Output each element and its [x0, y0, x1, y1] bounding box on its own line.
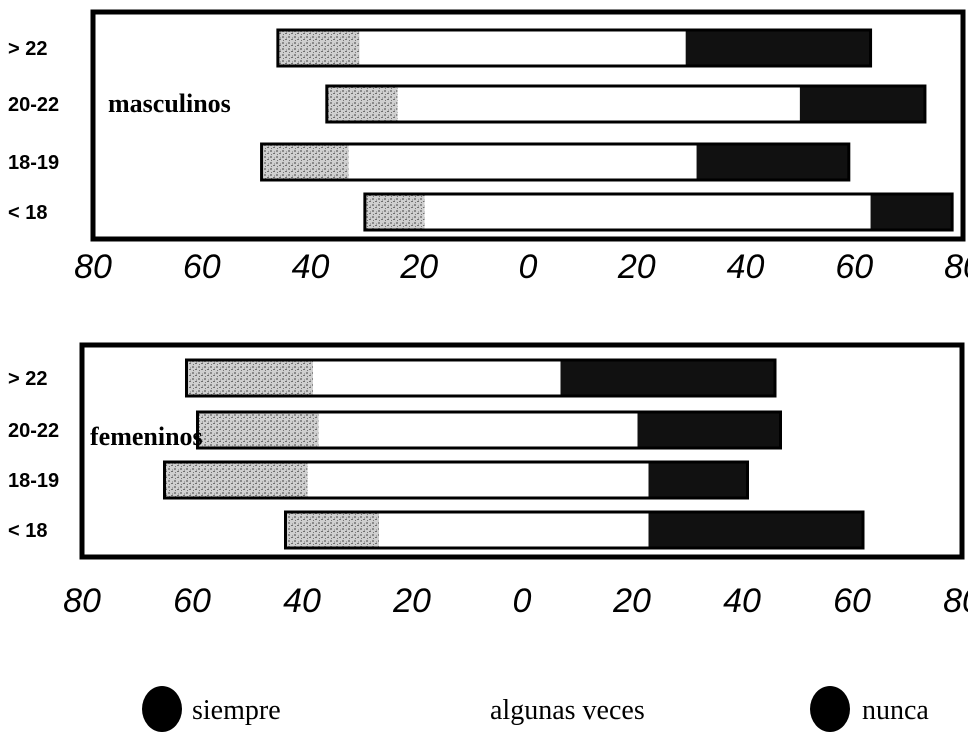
x-tick-label: 40: [292, 248, 330, 286]
x-tick-label: 0: [519, 248, 538, 286]
category-label: < 18: [8, 202, 47, 224]
bar-algunas-veces-1: [318, 412, 638, 448]
legend-swatch: [142, 686, 182, 732]
x-tick-label: 20: [612, 582, 651, 620]
category-label: > 22: [8, 38, 47, 60]
x-tick-label: 60: [183, 248, 221, 286]
panel-label: femeninos: [90, 422, 203, 451]
bar-outline-2: [163, 460, 749, 500]
bar-algunas-veces-2: [348, 144, 697, 180]
category-label: > 22: [8, 368, 47, 390]
bar-siempre-0: [277, 30, 360, 66]
chart-panel-femeninos: > 22 20-22 18-19 < 18 femeninos 80 60 40 20 0 20 40…: [8, 342, 968, 620]
legend: siempre algunas veces nunca: [142, 686, 929, 732]
x-tick-label: 80: [944, 248, 968, 286]
x-tick-label: 80: [943, 582, 968, 620]
x-tick-label: 0: [513, 582, 532, 620]
x-tick-label: 60: [173, 582, 211, 620]
bar-outline-3: [363, 192, 954, 232]
bar-nunca-0: [560, 360, 775, 396]
bar-siempre-1: [326, 86, 398, 122]
bar-algunas-veces-1: [397, 86, 800, 122]
legend-swatch: [810, 686, 850, 732]
legend-label: algunas veces: [490, 695, 645, 726]
x-tick-label: 40: [723, 582, 761, 620]
category-label: 20-22: [8, 94, 59, 116]
category-label: 18-19: [8, 152, 59, 174]
bar-siempre-2: [164, 462, 308, 498]
bar-nunca-3: [648, 512, 863, 548]
bar-outline-1: [196, 410, 782, 450]
legend-item-nunca: nunca: [810, 686, 929, 732]
x-tick-label: 80: [74, 248, 112, 286]
bar-siempre-0: [186, 360, 313, 396]
x-tick-label: 40: [727, 248, 765, 286]
category-label: 20-22: [8, 420, 59, 442]
bar-siempre-3: [364, 194, 425, 230]
x-tick-label: 20: [392, 582, 431, 620]
bar-algunas-veces-0: [313, 360, 561, 396]
bar-nunca-1: [637, 412, 781, 448]
x-tick-label: 60: [835, 248, 873, 286]
category-label: < 18: [8, 520, 47, 542]
category-label: 18-19: [8, 470, 59, 492]
bar-nunca-2: [648, 462, 748, 498]
bar-outline-1: [325, 84, 927, 124]
bar-algunas-veces-3: [379, 512, 649, 548]
x-tick-label: 80: [63, 582, 101, 620]
bar-nunca-1: [799, 86, 925, 122]
bar-algunas-veces-3: [424, 194, 871, 230]
chart-panel-masculinos: > 22 20-22 18-19 < 18 masculinos 80 60 40 20 0 20 4…: [8, 9, 968, 286]
bar-outline-0: [185, 358, 777, 398]
bar-siempre-2: [261, 144, 349, 180]
legend-item-siempre: siempre: [142, 686, 281, 732]
bar-algunas-veces-2: [307, 462, 649, 498]
legend-label: siempre: [192, 695, 281, 726]
bar-nunca-3: [870, 194, 953, 230]
x-tick-label: 20: [399, 248, 438, 286]
legend-item-algunas-veces: algunas veces: [490, 695, 645, 726]
x-tick-label: 20: [617, 248, 656, 286]
bar-outline-0: [276, 28, 873, 68]
panel-label: masculinos: [108, 89, 231, 118]
x-tick-label: 60: [833, 582, 871, 620]
bar-outline-2: [260, 142, 851, 182]
bar-nunca-2: [696, 144, 849, 180]
legend-label: nunca: [862, 695, 929, 726]
bar-outline-3: [284, 510, 865, 550]
bar-nunca-0: [685, 30, 871, 66]
bar-algunas-veces-0: [359, 30, 686, 66]
bar-siempre-1: [197, 412, 319, 448]
bar-siempre-3: [285, 512, 379, 548]
x-tick-label: 40: [283, 582, 321, 620]
